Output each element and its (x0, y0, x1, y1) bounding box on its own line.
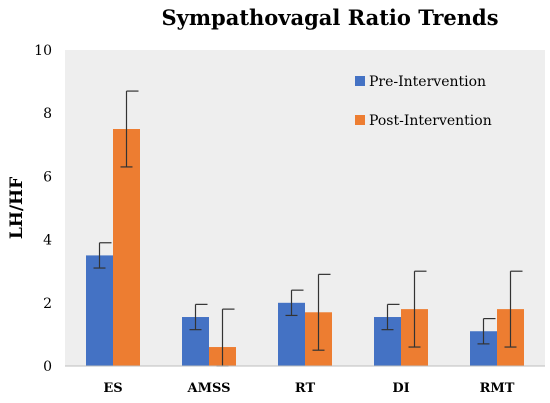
x-tick-label: RT (295, 381, 316, 396)
y-tick-label: 10 (34, 43, 52, 59)
legend-label-post: Post-Intervention (369, 113, 492, 129)
x-axis: ES AMSS RT DI RMT (103, 381, 514, 396)
chart-title: Sympathovagal Ratio Trends (161, 5, 498, 30)
error-bar-amss-pre (189, 303, 208, 331)
error-bar-rt-post (312, 273, 331, 351)
error-bar-di-post (408, 270, 427, 348)
x-tick-label: RMT (480, 381, 515, 396)
y-tick-label: 0 (43, 359, 52, 375)
y-tick-label: 4 (43, 233, 52, 249)
bars (86, 129, 524, 366)
error-bar-rmt-pre (477, 318, 496, 345)
legend-swatch-pre (355, 76, 365, 86)
y-axis-label: LH/HF (7, 177, 27, 239)
x-tick-label: AMSS (187, 381, 231, 396)
legend: Pre-Intervention Post-Intervention (355, 74, 492, 129)
y-tick-label: 2 (43, 296, 52, 312)
error-bar-rmt-post (504, 270, 523, 348)
error-bars (93, 90, 523, 367)
error-bar-es-pre (93, 242, 112, 269)
legend-swatch-post (355, 115, 365, 125)
error-bar-es-post (120, 90, 139, 168)
x-tick-label: ES (103, 381, 122, 396)
x-tick-label: DI (392, 381, 409, 396)
bar-es-post (113, 129, 140, 366)
y-axis: 0 2 4 6 8 10 (34, 43, 52, 375)
y-tick-label: 6 (43, 169, 52, 185)
error-bar-rt-pre (285, 289, 304, 317)
bar-es-pre (86, 255, 113, 366)
error-bar-di-pre (381, 303, 400, 331)
y-tick-label: 8 (43, 106, 52, 122)
legend-label-pre: Pre-Intervention (369, 74, 486, 90)
